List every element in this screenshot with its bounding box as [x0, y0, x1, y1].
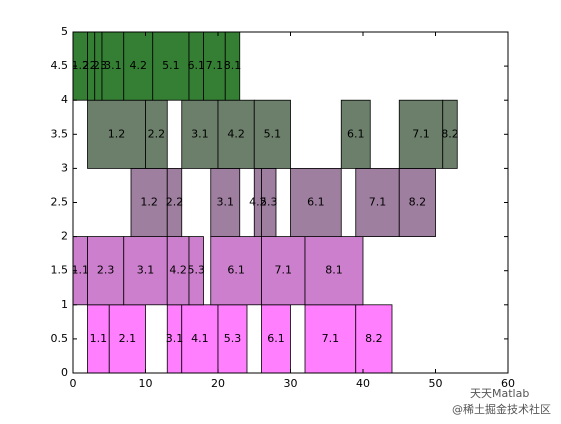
block-label: 5.3	[188, 264, 206, 277]
block-label: 6.1	[188, 59, 206, 72]
block-label: 8.1	[325, 264, 343, 277]
x-tick-label: 30	[284, 377, 298, 390]
block-label: 4.1	[191, 332, 209, 345]
block-label: 2.3	[97, 264, 115, 277]
block-label: 6.1	[227, 264, 245, 277]
block-label: 2.2	[166, 196, 184, 209]
block-label: 8.2	[365, 332, 383, 345]
y-tick-label: 3	[61, 161, 68, 174]
block	[210, 167, 241, 237]
block	[87, 99, 146, 169]
block-label: 2.2	[82, 59, 100, 72]
y-tick-label: 1	[61, 298, 68, 311]
block-label: 5.1	[264, 127, 282, 140]
block-label: 1.1	[72, 264, 90, 277]
block-label: 7.1	[275, 264, 293, 277]
block	[108, 304, 146, 374]
block-label: 4.2	[249, 196, 267, 209]
block-label: 7.1	[412, 127, 430, 140]
block-label: 4.2	[169, 264, 187, 277]
y-tick-label: 1.5	[51, 264, 69, 277]
block-label: 2.3	[90, 59, 108, 72]
y-tick-label: 4.5	[51, 59, 69, 72]
block	[210, 236, 262, 306]
block	[398, 167, 436, 237]
watermark-source: @稀土掘金技术社区	[452, 402, 551, 416]
block-label: 2.2	[148, 127, 166, 140]
x-tick-label: 40	[356, 377, 370, 390]
y-tick-label: 5	[61, 25, 68, 38]
y-tick-label: 0	[61, 366, 68, 379]
block	[152, 31, 190, 101]
block-label: 3.1	[137, 264, 155, 277]
block	[290, 167, 342, 237]
block-label: 4.2	[130, 59, 148, 72]
y-tick-label: 0.5	[51, 332, 69, 345]
block	[340, 99, 371, 169]
x-tick-label: 20	[211, 377, 225, 390]
block-label: 7.1	[206, 59, 224, 72]
block-label: 6.1	[307, 196, 325, 209]
block-label: 5.1	[162, 59, 180, 72]
block-label: 5.3	[224, 332, 242, 345]
block	[123, 236, 168, 306]
watermark-brand: 天天Matlab	[470, 387, 529, 400]
block-label: 1.2	[140, 196, 158, 209]
y-tick-label: 3.5	[51, 127, 69, 140]
block	[166, 167, 183, 237]
block	[261, 236, 306, 306]
block	[87, 236, 125, 306]
block	[188, 236, 204, 306]
block	[181, 99, 219, 169]
block-label: 5.3	[260, 196, 278, 209]
block	[355, 167, 400, 237]
x-tick-label: 0	[70, 377, 77, 390]
block	[253, 99, 291, 169]
block-label: 7.1	[322, 332, 340, 345]
x-tick-label: 60	[501, 377, 515, 390]
x-tick-label: 10	[139, 377, 153, 390]
block-label: 8.2	[441, 127, 459, 140]
block-label: 3.1	[166, 332, 184, 345]
y-tick-label: 4	[61, 93, 68, 106]
block-label: 1.2	[72, 59, 90, 72]
y-tick-label: 2.5	[51, 196, 69, 209]
block	[304, 304, 357, 374]
block-label: 3.1	[104, 59, 122, 72]
block-label: 6.1	[347, 127, 365, 140]
block-label: 3.1	[217, 196, 235, 209]
x-tick-label: 50	[429, 377, 443, 390]
block	[442, 99, 458, 169]
block	[355, 304, 393, 374]
block-label: 8.2	[409, 196, 427, 209]
block-label: 8.1	[224, 59, 242, 72]
block-label: 3.1	[191, 127, 209, 140]
block	[217, 304, 248, 374]
block-label: 6.1	[267, 332, 285, 345]
block	[304, 236, 364, 306]
block-label: 2.1	[119, 332, 137, 345]
block-label: 1.2	[108, 127, 126, 140]
block-label: 7.1	[369, 196, 387, 209]
y-tick-label: 2	[61, 230, 68, 243]
block-label: 4.2	[227, 127, 245, 140]
block-label: 1.1	[90, 332, 108, 345]
